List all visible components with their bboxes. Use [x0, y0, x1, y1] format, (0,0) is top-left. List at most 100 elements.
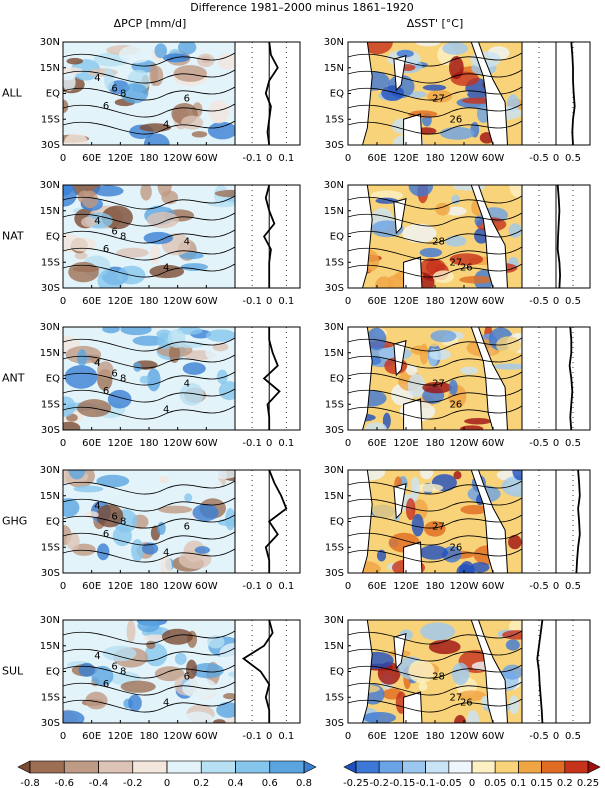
right-column-title: ΔSST' [°C] — [407, 17, 464, 30]
profile-tick-label: -0.1 — [242, 296, 262, 307]
map-shading — [162, 53, 190, 63]
colorbar-box — [63, 760, 99, 774]
lon-tick-label: 60E — [367, 296, 386, 307]
contour-label: 26 — [460, 262, 473, 273]
colorbar-tick-label: -0.6 — [54, 778, 74, 788]
lon-tick-label: 60W — [482, 153, 505, 164]
map — [63, 470, 235, 573]
map-shading — [81, 190, 98, 209]
profile-tick-label: 0.5 — [565, 438, 581, 449]
lon-tick-label: 120E — [393, 296, 418, 307]
land — [403, 541, 423, 573]
map-shading — [161, 628, 193, 645]
lon-tick-label: 180 — [139, 581, 158, 592]
contour-label: 8 — [120, 374, 126, 385]
lat-tick-label: 30S — [325, 425, 344, 436]
lat-tick-label: 30N — [40, 465, 60, 476]
lon-tick-label: 60E — [82, 581, 101, 592]
contour-line — [348, 86, 522, 101]
map-shading — [415, 483, 444, 492]
profile-tick-label: 0 — [266, 153, 272, 164]
lon-tick-label: 120W — [450, 731, 479, 742]
lon-tick-label: 60W — [482, 296, 505, 307]
lat-tick-label: 15N — [40, 63, 60, 74]
colorbar-tick-label: -0.8 — [20, 778, 40, 788]
map-shading — [141, 542, 159, 555]
profile-tick-label: -0.1 — [242, 438, 262, 449]
map-shading — [63, 421, 81, 430]
colorbar-end — [303, 760, 317, 774]
profile-tick-label: 0 — [266, 438, 272, 449]
contour-line — [63, 337, 235, 352]
contour-line — [63, 480, 235, 495]
lat-tick-label: 30N — [40, 322, 60, 333]
lat-tick-label: 15N — [324, 491, 344, 502]
map-shading — [448, 379, 458, 396]
map — [63, 327, 235, 430]
contour-label: 6 — [184, 94, 190, 105]
map-shading — [402, 99, 414, 114]
contour-line — [63, 681, 235, 696]
contour-label: 26 — [450, 114, 463, 125]
map-shading — [120, 83, 149, 104]
map-shading — [459, 275, 495, 284]
profile-frame — [234, 184, 301, 289]
colorbar-end — [17, 760, 31, 774]
lon-tick-label: 180 — [425, 153, 444, 164]
map-shading — [429, 348, 451, 360]
row-label: ANT — [2, 372, 25, 385]
contour-line — [63, 354, 235, 369]
row-label: SUL — [2, 665, 24, 678]
contour-line — [63, 212, 235, 227]
map-shading — [216, 702, 235, 718]
lon-tick-label: 60E — [82, 438, 101, 449]
left-column-title: ΔPCP [mm/d] — [114, 17, 187, 30]
map-shading — [133, 362, 142, 372]
lat-tick-label: 30N — [324, 180, 344, 191]
colorbar-box — [402, 760, 426, 774]
colorbar-box — [378, 760, 403, 774]
contour-label: 4 — [163, 404, 169, 415]
map-shading — [85, 691, 108, 710]
map-shading — [93, 185, 124, 197]
profile-line — [575, 469, 581, 574]
colorbar-tick-label: -0.05 — [436, 778, 462, 788]
map-shading — [214, 189, 235, 198]
colorbar-tick-label: 0.8 — [296, 778, 312, 788]
profile-line — [262, 327, 281, 430]
map-shading — [442, 42, 468, 55]
profile-line — [241, 619, 274, 723]
lat-tick-label: 30S — [325, 140, 344, 151]
contour-label: 6 — [111, 368, 117, 379]
map-shading — [112, 525, 132, 546]
contour-label: 4 — [163, 262, 169, 273]
map-shading — [405, 498, 416, 521]
lon-tick-label: 120W — [163, 296, 192, 307]
map-shading — [131, 539, 144, 562]
contour-line — [348, 548, 522, 563]
contour-label: 28 — [432, 672, 445, 683]
map-shading — [453, 471, 462, 480]
land — [393, 55, 407, 92]
profile-tick-label: 0.1 — [278, 438, 294, 449]
contour-line — [348, 371, 522, 386]
lon-tick-label: 120W — [163, 153, 192, 164]
contour-line — [63, 388, 235, 403]
land — [348, 470, 373, 573]
map-shading — [409, 91, 427, 98]
map-shading — [361, 42, 393, 55]
map-shading — [97, 361, 114, 379]
land — [393, 483, 407, 520]
colorbar-end — [587, 760, 601, 774]
contour-line — [348, 647, 522, 662]
lat-tick-label: 30S — [325, 283, 344, 294]
map-shading — [179, 252, 204, 260]
contour-line — [63, 548, 235, 563]
colorbar-box — [29, 760, 65, 774]
map-shading — [219, 642, 235, 664]
contour-label: 6 — [103, 529, 109, 540]
map-shading — [149, 62, 159, 87]
map-shading — [104, 68, 115, 90]
map-shading — [470, 562, 490, 573]
